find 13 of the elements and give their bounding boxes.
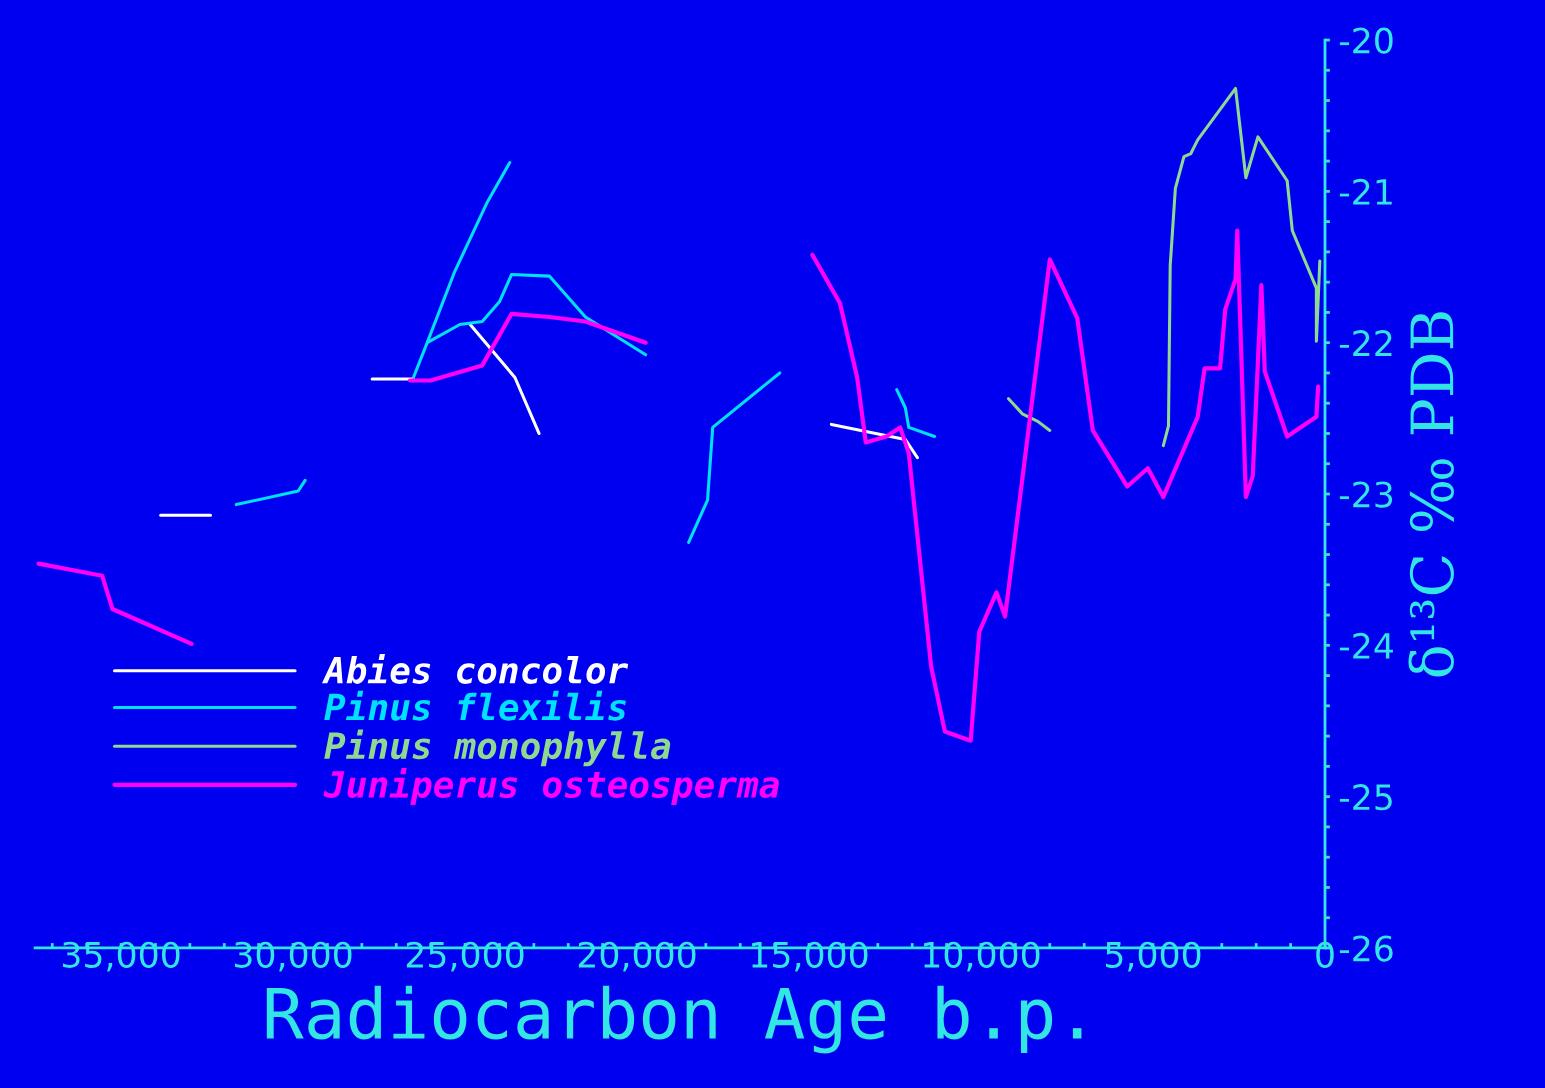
x-axis-title: Radiocarbon Age b.p. [266,985,1082,1054]
legend-label: Pinus monophylla [324,729,671,767]
y-tick-label: -20 [1339,27,1393,54]
y-tick-label: -21 [1339,178,1392,205]
y-tick-label: -22 [1339,330,1392,356]
legend-label: Pinus flexilis [324,690,626,721]
y-tick-label: -26 [1339,935,1393,962]
legend-label: Juniperus osteosperma [323,768,779,805]
y-tick-label: -24 [1339,632,1393,659]
legend-label: Abies concolor [321,654,629,684]
y-tick-label: -25 [1339,784,1392,811]
y-tick-label: -23 [1339,481,1393,508]
y-axis-title: δ¹³C ‰ PDB [1408,312,1454,677]
